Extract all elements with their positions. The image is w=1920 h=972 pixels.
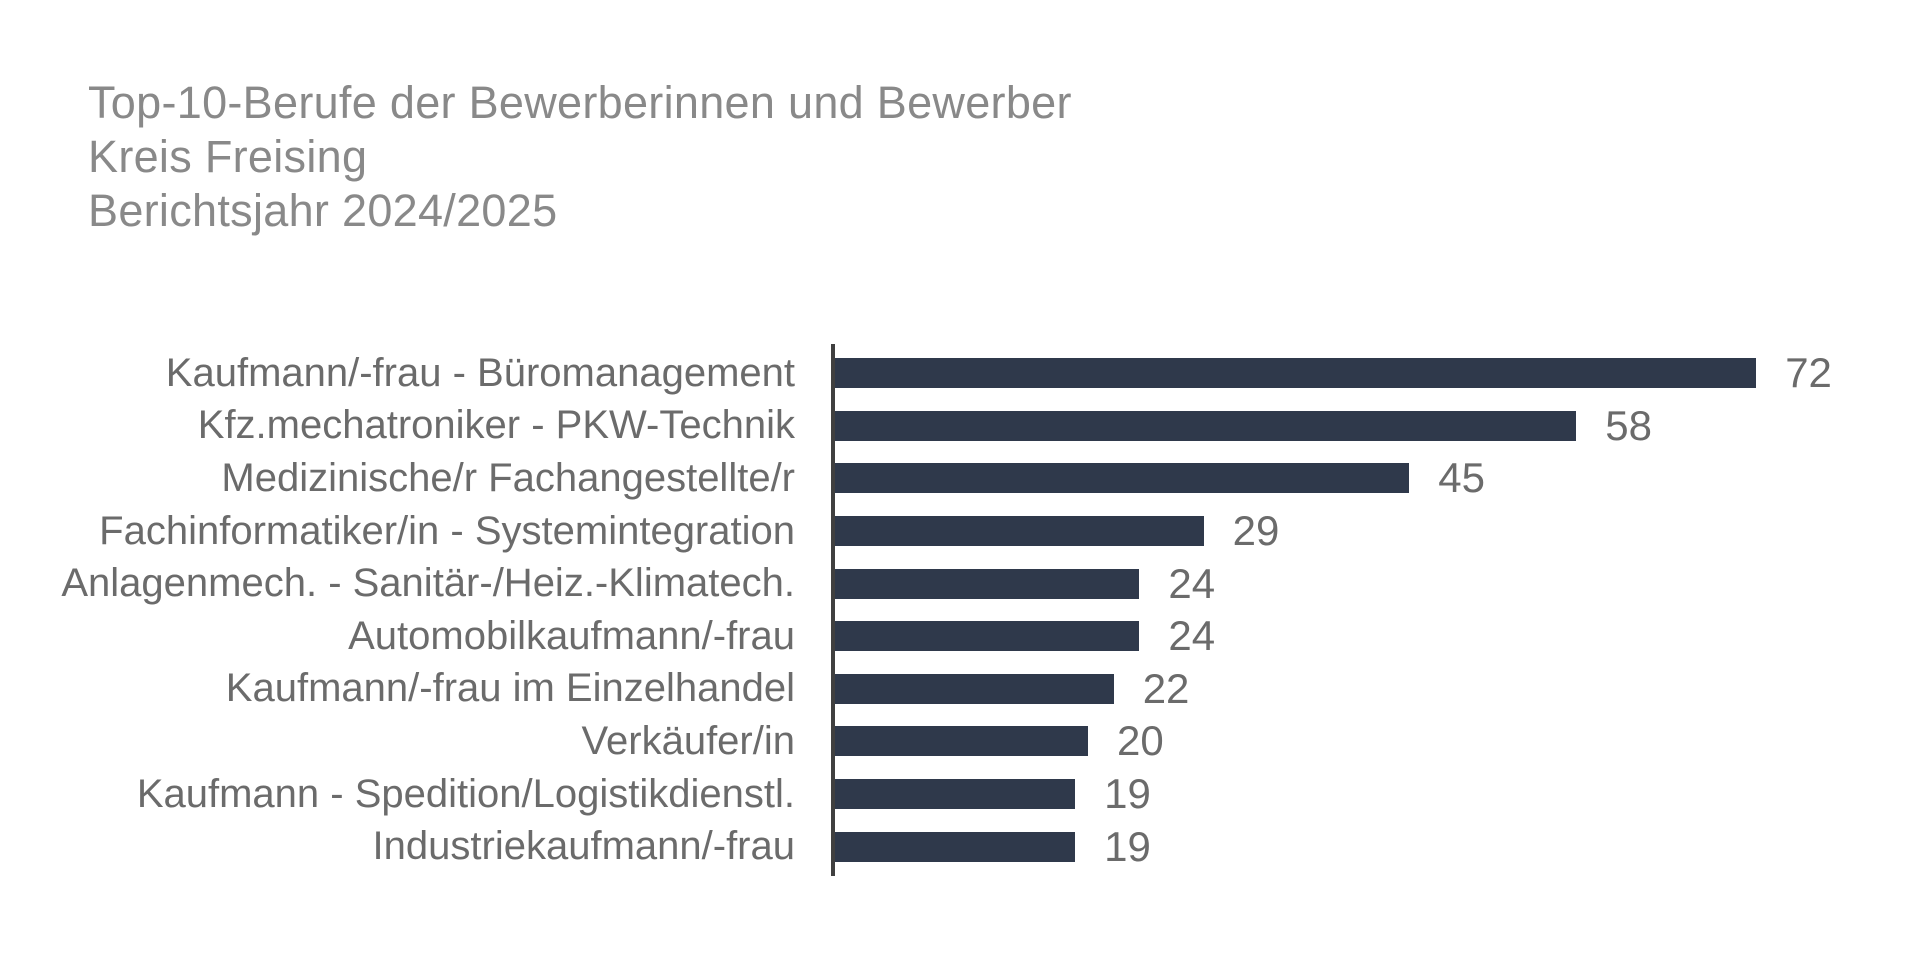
- category-label: Fachinformatiker/in - Systemintegration: [99, 508, 795, 553]
- bar: [831, 516, 1204, 547]
- chart-title-line3: Berichtsjahr 2024/2025: [88, 185, 558, 236]
- category-label: Kaufmann/-frau im Einzelhandel: [225, 666, 795, 711]
- value-label: 19: [1104, 770, 1151, 818]
- bar-row: Fachinformatiker/in - Systemintegration 2…: [0, 505, 1920, 558]
- category-label: Anlagenmech. - Sanitär-/Heiz.-Klimatech.: [61, 561, 795, 606]
- category-label: Automobilkaufmann/-frau: [348, 613, 795, 658]
- value-label: 72: [1785, 349, 1832, 397]
- chart-title-line2: Kreis Freising: [88, 131, 368, 182]
- category-label: Kfz.mechatroniker - PKW-Technik: [197, 403, 795, 448]
- category-label: Industriekaufmann/-frau: [372, 824, 795, 869]
- y-axis-line: [831, 344, 835, 876]
- chart-title: Top-10-Berufe der Bewerberinnen und Bewe…: [88, 76, 1072, 238]
- bar-track: 19: [831, 768, 1920, 821]
- bar-track: 19: [831, 820, 1920, 873]
- bar-chart-plot: Kaufmann/-frau - Büromanagement 72 Kfz.mec…: [0, 344, 1920, 876]
- value-label: 45: [1438, 454, 1485, 502]
- bar: [831, 621, 1140, 652]
- bar-row: Kaufmann/-frau im Einzelhandel 22: [0, 663, 1920, 716]
- bar: [831, 831, 1076, 862]
- value-label: 19: [1104, 822, 1151, 870]
- bar: [831, 568, 1140, 599]
- bar: [831, 779, 1076, 810]
- bar-row: Kfz.mechatroniker - PKW-Technik 58: [0, 400, 1920, 453]
- bar: [831, 410, 1577, 441]
- bar-row: Anlagenmech. - Sanitär-/Heiz.-Klimatech.…: [0, 557, 1920, 610]
- value-label: 24: [1168, 612, 1216, 660]
- bar-track: 22: [831, 663, 1920, 716]
- bar-row: Kaufmann/-frau - Büromanagement 72: [0, 347, 1920, 400]
- bar-row: Medizinische/r Fachangestellte/r 45: [0, 452, 1920, 505]
- bar-track: 24: [831, 610, 1920, 663]
- category-label: Verkäufer/in: [581, 718, 795, 763]
- value-label: 24: [1168, 559, 1216, 607]
- bar-track: 20: [831, 715, 1920, 768]
- bar-row: Automobilkaufmann/-frau 24: [0, 610, 1920, 663]
- bar: [831, 726, 1088, 757]
- category-label: Kaufmann - Spedition/Logistikdienstl.: [136, 771, 795, 816]
- bar-track: 45: [831, 452, 1920, 505]
- value-label: 29: [1232, 507, 1280, 555]
- bar-track: 24: [831, 557, 1920, 610]
- bar-row: Kaufmann - Spedition/Logistikdienstl. 19: [0, 768, 1920, 821]
- bar-track: 58: [831, 400, 1920, 453]
- bar-row: Industriekaufmann/-frau 19: [0, 820, 1920, 873]
- bar: [831, 463, 1410, 494]
- category-label: Kaufmann/-frau - Büromanagement: [165, 350, 795, 395]
- bar: [831, 673, 1114, 704]
- value-label: 58: [1605, 401, 1653, 449]
- bar-track: 72: [831, 347, 1920, 400]
- value-label: 20: [1117, 717, 1164, 765]
- value-label: 22: [1142, 664, 1190, 712]
- chart-title-line1: Top-10-Berufe der Bewerberinnen und Bewe…: [88, 77, 1072, 128]
- bar-track: 29: [831, 505, 1920, 558]
- bar-row: Verkäufer/in 20: [0, 715, 1920, 768]
- bar: [831, 358, 1757, 389]
- category-label: Medizinische/r Fachangestellte/r: [221, 455, 795, 500]
- bar-rows: Kaufmann/-frau - Büromanagement 72 Kfz.mec…: [0, 347, 1920, 873]
